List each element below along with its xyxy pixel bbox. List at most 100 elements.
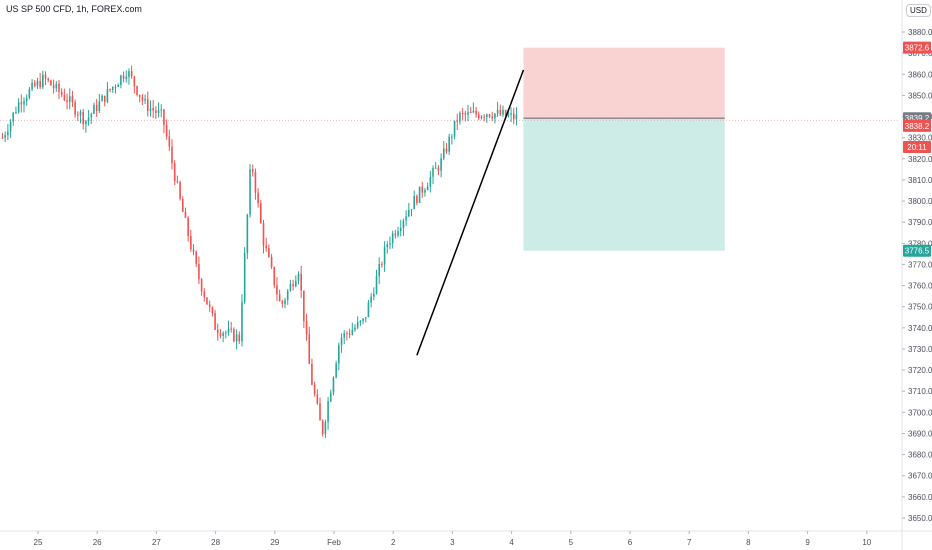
candle-body [381,264,383,266]
candle-body [480,116,483,119]
candle-body [214,313,216,330]
candle-body [348,333,351,335]
candle-body [424,190,426,193]
candle-body [58,83,60,92]
candle-body [432,168,434,177]
candle-body [459,112,461,122]
candle-body [203,291,206,298]
candle-body [15,112,17,114]
candle-body [87,117,90,121]
y-tick-label: 3850.0 [908,91,932,100]
candle-body [305,320,308,335]
candle-body [85,120,87,125]
candle-body [270,257,273,267]
candle-body [235,334,238,342]
candle-body [238,334,241,342]
candle-body [321,420,324,434]
candle-body [200,279,203,292]
candle-body [512,113,515,120]
candle-body [181,198,184,212]
candle-body [246,214,249,254]
trend-line[interactable] [416,69,525,356]
candle-body [7,131,9,136]
candle-body [160,109,163,111]
candle-body [243,253,246,302]
candle-body [98,101,101,112]
candle-body [475,110,477,115]
candle-body [66,100,68,103]
candle-body [206,297,208,305]
candle-body [230,328,233,330]
candle-body [308,334,311,364]
candle-body [362,318,364,321]
candle-body [192,249,195,252]
y-tick-label: 3710.0 [908,387,932,396]
drawing-lines [416,69,525,356]
candle-body [47,78,50,81]
x-tick-label: 2 [391,538,396,547]
candle-body [440,158,442,171]
candle-body [375,276,378,294]
y-tick-label: 3650.0 [908,514,932,523]
candle-body [451,136,453,138]
candle-body [184,211,187,218]
candle-body [491,116,494,119]
candle-body [278,294,281,302]
candle-body [28,89,31,98]
x-tick-label: 10 [862,538,871,547]
candle-body [351,330,354,335]
x-tick-label: 7 [687,538,692,547]
candle-body [25,97,28,102]
candle-body [359,320,362,323]
x-tick-label: Feb [327,538,341,547]
currency-badge[interactable]: USD [906,4,931,17]
stop-loss-zone[interactable] [523,47,725,119]
take-profit-zone[interactable] [523,118,725,251]
candle-body [453,120,456,137]
candle-body [155,110,157,113]
y-tick-label: 3790.0 [908,218,932,227]
candle-body [294,280,297,287]
candle-body [165,124,168,137]
candle-body [219,333,222,336]
candle-body [429,176,432,187]
candle-body [399,227,402,232]
candle-body [499,109,502,115]
candle-body [146,99,149,111]
candle-body [112,86,114,90]
candle-body [63,94,66,101]
price-tag: 3872.6 [903,41,931,54]
candle-body [171,146,173,164]
candle-body [130,71,133,77]
candle-body [300,273,302,291]
candle-body [408,210,410,217]
y-tick-label: 3680.0 [908,451,932,460]
x-tick-label: 27 [152,538,161,547]
candle-body [257,192,259,204]
candle-body [364,317,367,319]
candle-body [260,203,262,224]
candle-body [163,109,165,125]
candle-body [225,332,227,334]
candle-body [515,114,518,120]
candle-body [122,75,125,79]
candle-body [82,111,85,125]
candle-body [249,169,251,215]
x-tick-label: 28 [211,538,220,547]
candle-body [93,104,95,114]
candle-body [327,401,329,422]
y-tick-label: 3720.0 [908,366,932,375]
price-tag: 3838.2 [903,119,931,132]
candle-body [335,363,337,378]
x-tick-label: 26 [93,538,102,547]
candle-body [157,110,160,113]
candle-body [36,80,39,87]
candle-body [120,75,122,85]
y-tick-label: 3860.0 [908,70,932,79]
x-tick-label: 8 [746,538,751,547]
candle-body [402,220,405,228]
candle-body [421,186,424,193]
candle-body [168,136,171,147]
candle-body [20,102,23,105]
